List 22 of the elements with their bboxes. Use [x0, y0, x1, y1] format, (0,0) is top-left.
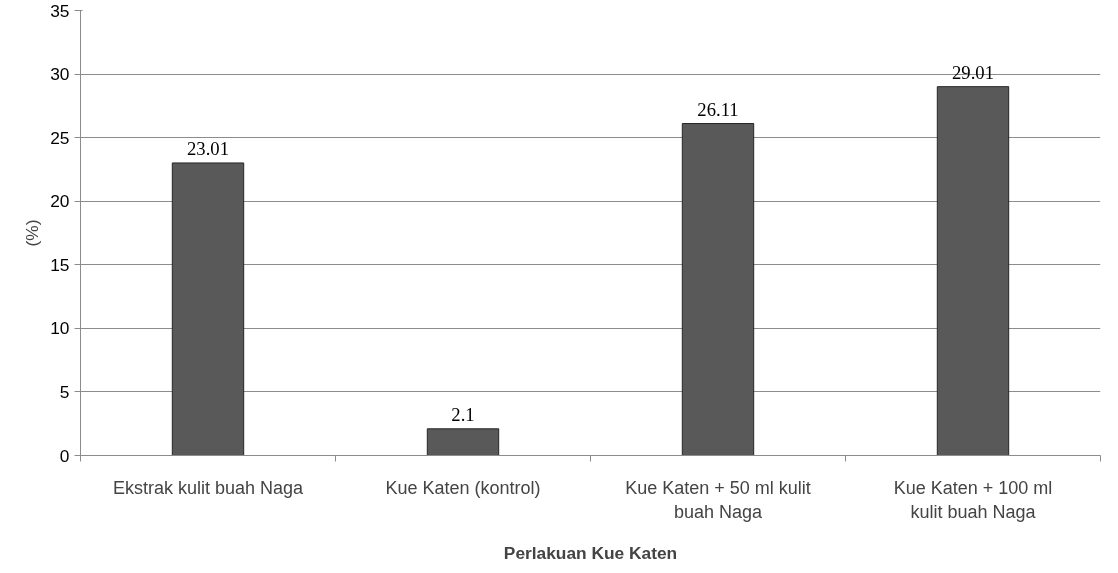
y-tick-label: 35 [50, 0, 70, 21]
bar [426, 428, 500, 456]
data-label: 2.1 [451, 403, 475, 425]
x-axis-title: Perlakuan Kue Katen [503, 542, 678, 563]
x-tick-label: Kue Katen + 100 ml kulit buah Naga [893, 477, 1053, 522]
y-tick-label: 30 [50, 64, 70, 85]
y-tick-label: 20 [50, 191, 70, 212]
y-tick-label: 15 [50, 254, 70, 275]
x-tick-label: Kue Katen + 50 ml kulit buah Naga [625, 477, 811, 522]
data-label: 23.01 [187, 137, 229, 159]
y-tick-label: 5 [59, 381, 70, 402]
y-tick-label: 25 [50, 127, 70, 148]
y-tick-label: 10 [50, 318, 70, 339]
y-tick-label: 0 [59, 445, 70, 466]
bar [681, 123, 755, 456]
bar [936, 86, 1010, 456]
data-label: 29.01 [952, 61, 994, 83]
bar [171, 162, 245, 456]
data-label: 26.11 [697, 98, 739, 120]
x-tick-label: Kue Katen (kontrol) [385, 477, 541, 498]
y-axis-title: (%) [22, 219, 43, 247]
x-tick-label: Ekstrak kulit buah Naga [112, 477, 305, 498]
